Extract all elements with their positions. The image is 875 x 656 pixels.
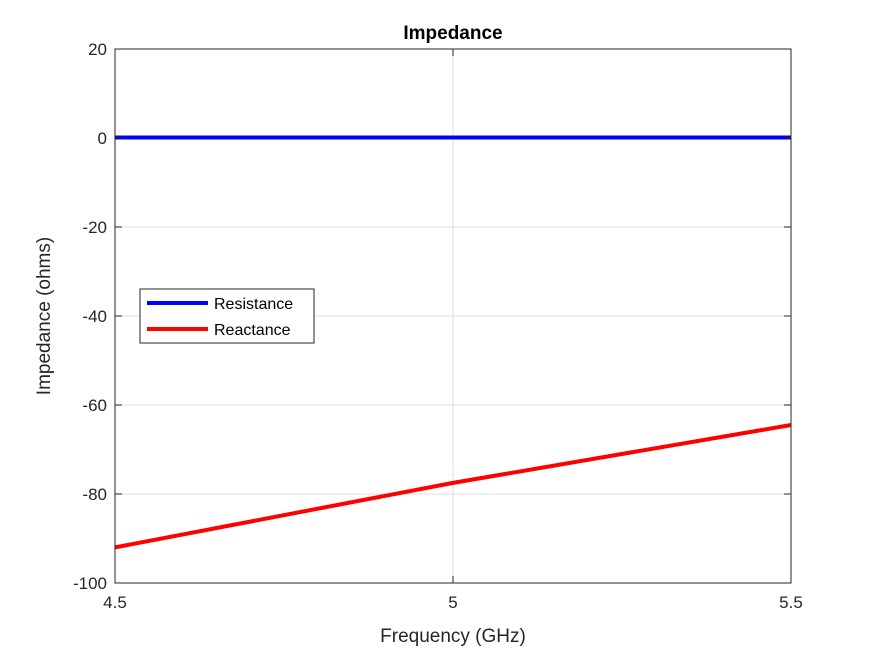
legend: Resistance Reactance bbox=[139, 288, 315, 344]
chart-title: Impedance bbox=[403, 23, 502, 44]
x-tick-label: 4.5 bbox=[103, 593, 127, 612]
y-tick-label: 20 bbox=[88, 40, 107, 59]
legend-label-reactance: Reactance bbox=[214, 322, 291, 339]
y-axis-label: Impedance (ohms) bbox=[34, 237, 55, 395]
y-tick-label: -100 bbox=[73, 574, 107, 593]
x-tick-label: 5 bbox=[448, 593, 457, 612]
legend-box bbox=[139, 288, 315, 344]
y-tick-label: -40 bbox=[82, 307, 107, 326]
series-lines bbox=[114, 135, 792, 550]
y-tick-label: -80 bbox=[82, 485, 107, 504]
x-tick-label: 5.5 bbox=[779, 593, 803, 612]
series-line-reactance bbox=[114, 423, 792, 550]
y-tick-label: -20 bbox=[82, 218, 107, 237]
y-tick-label: 0 bbox=[98, 129, 107, 148]
axis-ticks: 4.5 5 5.5 20 0 -20 -40 -60 -80 -100 bbox=[73, 40, 803, 612]
y-tick-label: -60 bbox=[82, 396, 107, 415]
x-axis-label: Frequency (GHz) bbox=[380, 626, 526, 647]
legend-label-resistance: Resistance bbox=[214, 296, 293, 313]
